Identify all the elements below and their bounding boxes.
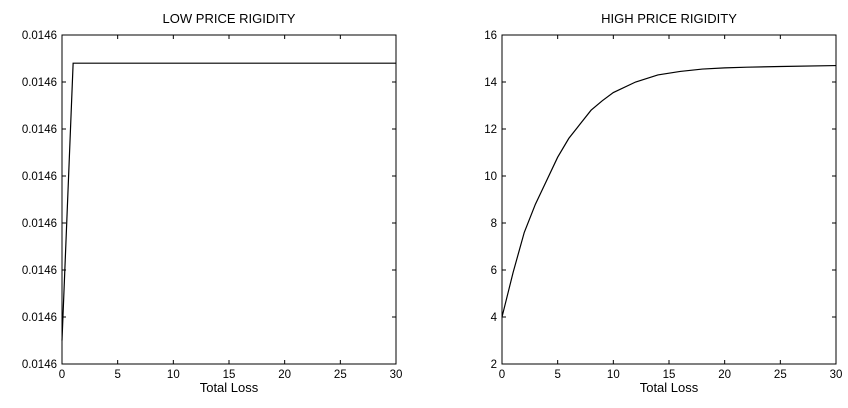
chart-left-xtick-label: 5 (114, 369, 120, 381)
chart-right-axes-box (501, 34, 837, 365)
chart-left-ytick-label: 0.0146 (22, 312, 57, 324)
chart-left-axes-box (61, 34, 397, 365)
chart-right-xtick-label: 25 (774, 369, 787, 381)
chart-left-ytick-label: 0.0146 (22, 124, 57, 136)
chart-left-xtick-label: 30 (390, 369, 403, 381)
chart-right-ytick-label: 2 (491, 359, 497, 371)
chart-left-ytick-label: 0.0146 (22, 359, 57, 371)
chart-right-title: HIGH PRICE RIGIDITY (601, 11, 737, 26)
chart-left-xtick-label: 15 (223, 369, 236, 381)
chart-right-xlabel: Total Loss (640, 380, 699, 395)
chart-right-xtick-label: 15 (663, 369, 676, 381)
chart-left-xtick-label: 10 (167, 369, 180, 381)
chart-right-ytick-label: 12 (484, 124, 497, 136)
chart-right-ytick-label: 10 (484, 171, 497, 183)
chart-right-xtick-label: 30 (830, 369, 843, 381)
chart-right-ytick-label: 16 (484, 30, 497, 42)
chart-left-xtick-label: 25 (334, 369, 347, 381)
chart-left-xtick-label: 0 (59, 369, 65, 381)
chart-right-ytick-label: 8 (491, 218, 497, 230)
chart-right-ytick-label: 14 (484, 77, 497, 89)
chart-right-ytick-label: 6 (491, 265, 497, 277)
chart-left-xtick-label: 20 (278, 369, 291, 381)
chart-left-series-line-0 (61, 62, 396, 341)
chart-left-ytick-label: 0.0146 (22, 30, 57, 42)
chart-right-xtick-label: 20 (718, 369, 731, 381)
chart-left-xlabel: Total Loss (200, 380, 259, 395)
chart-left-ytick-label: 0.0146 (22, 265, 57, 277)
chart-left-title: LOW PRICE RIGIDITY (163, 11, 296, 26)
chart-left-ytick-label: 0.0146 (22, 171, 57, 183)
chart-right-ytick-label: 4 (491, 312, 498, 324)
chart-right-xtick-label: 5 (554, 369, 560, 381)
chart-left-ytick-label: 0.0146 (22, 218, 57, 230)
chart-left-ytick-label: 0.0146 (22, 77, 57, 89)
chart-right-xtick-label: 10 (607, 369, 620, 381)
chart-right-xtick-label: 0 (499, 369, 505, 381)
chart-right-series-line-0 (501, 64, 837, 318)
